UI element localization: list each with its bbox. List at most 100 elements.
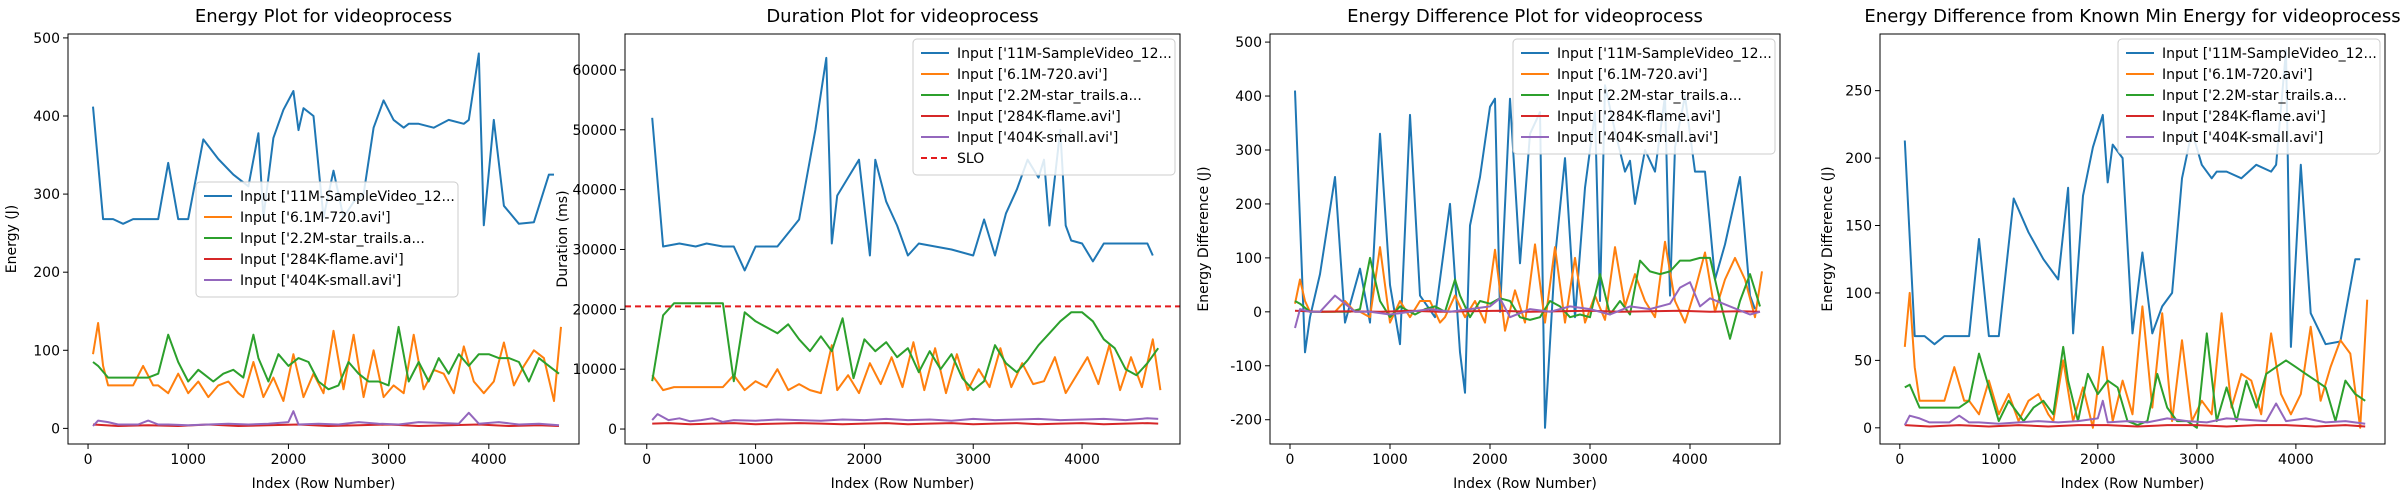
- y-tick-label: 0: [1863, 421, 1872, 437]
- legend-label: Input ['2.2M-star_trails.a...: [957, 88, 1142, 104]
- legend-label: Input ['2.2M-star_trails.a...: [240, 231, 425, 247]
- chart-title: Duration Plot for videoprocess: [766, 6, 1038, 27]
- x-tick-label: 2000: [2080, 452, 2116, 468]
- legend-label: Input ['404K-small.avi']: [240, 273, 401, 289]
- series-line-1: [651, 56, 1154, 272]
- x-tick-label: 2000: [1472, 452, 1508, 468]
- y-tick-label: 100: [1845, 286, 1872, 302]
- legend-label: Input ['11M-SampleVideo_12...: [1557, 46, 1772, 62]
- chart-energy-difference-from-min-plot: Energy Difference from Known Min Energy …: [1820, 6, 2400, 492]
- x-tick-label: 2000: [271, 452, 307, 468]
- y-tick-label: 200: [1845, 151, 1872, 167]
- y-tick-label: 50000: [572, 123, 617, 139]
- legend-box: [1512, 38, 1776, 155]
- axes-frame: [1879, 33, 2386, 445]
- y-tick-label: 40000: [572, 183, 617, 199]
- legend-label: Input ['6.1M-720.avi']: [957, 67, 1108, 83]
- series-line-3: [1294, 256, 1761, 340]
- series-line-2: [651, 338, 1162, 395]
- series-line-3: [651, 302, 1160, 392]
- series-group: [1903, 49, 2369, 429]
- y-tick-label: 150: [1845, 219, 1872, 235]
- legend-label: Input ['6.1M-720.avi']: [2162, 67, 2313, 83]
- y-tick-label: 400: [33, 109, 60, 125]
- chart-title: Energy Difference Plot for videoprocess: [1347, 6, 1703, 27]
- x-tick-label: 1000: [1372, 452, 1408, 468]
- x-tick-label: 0: [1286, 452, 1295, 468]
- x-tick-label: 3000: [955, 452, 991, 468]
- legend: Input ['11M-SampleVideo_12... Input ['6.1…: [912, 38, 1176, 176]
- y-tick-label: 50: [1854, 353, 1872, 369]
- y-tick-label: 20000: [572, 302, 617, 318]
- legend-label: Input ['11M-SampleVideo_12...: [2162, 46, 2377, 62]
- y-tick-label: 0: [51, 421, 60, 437]
- legend-label: Input ['11M-SampleVideo_12...: [240, 189, 455, 205]
- legend-label: Input ['284K-flame.avi']: [1557, 109, 1721, 125]
- series-group: [651, 56, 1162, 426]
- y-tick-label: 60000: [572, 63, 617, 79]
- y-tick-label: 10000: [572, 362, 617, 378]
- legend-label: Input ['284K-flame.avi']: [240, 252, 404, 268]
- y-tick-label: 500: [33, 31, 60, 47]
- series-line-5: [651, 413, 1159, 423]
- legend-label: Input ['6.1M-720.avi']: [240, 210, 391, 226]
- legend: Input ['11M-SampleVideo_12... Input ['6.1…: [2117, 38, 2381, 155]
- x-tick-label: 2000: [847, 452, 883, 468]
- x-tick-label: 0: [642, 452, 651, 468]
- x-tick-label: 3000: [1572, 452, 1608, 468]
- legend-box: [912, 38, 1176, 176]
- y-axis-label: Energy Difference (J): [1820, 166, 1836, 311]
- legend-label: Input ['2.2M-star_trails.a...: [1557, 88, 1742, 104]
- y-tick-label: 100: [1235, 251, 1262, 267]
- series-line-3: [92, 325, 560, 391]
- series-line-5: [1294, 281, 1761, 329]
- y-axis-label: Energy Difference (J): [1196, 166, 1212, 311]
- legend-label: Input ['404K-small.avi']: [2162, 130, 2323, 146]
- y-axis-label: Energy (J): [4, 205, 20, 274]
- x-tick-label: 4000: [1672, 452, 1708, 468]
- x-axis-label: Index (Row Number): [831, 476, 975, 492]
- x-tick-label: 4000: [1064, 452, 1100, 468]
- legend-label: Input ['404K-small.avi']: [1557, 130, 1718, 146]
- y-tick-label: 500: [1235, 35, 1262, 51]
- series-line-4: [92, 423, 560, 427]
- y-tick-label: 100: [33, 343, 60, 359]
- legend-label: SLO: [957, 151, 984, 167]
- legend-box: [2117, 38, 2381, 155]
- legend-label: Input ['284K-flame.avi']: [2162, 109, 2326, 125]
- x-axis-label: Index (Row Number): [2061, 476, 2205, 492]
- legend: Input ['11M-SampleVideo_12... Input ['6.1…: [195, 181, 459, 298]
- series-line-2: [92, 322, 562, 402]
- y-axis-label: Duration (ms): [555, 190, 571, 287]
- y-tick-label: 0: [1253, 305, 1262, 321]
- y-tick-label: 30000: [572, 242, 617, 258]
- x-tick-label: 4000: [2278, 452, 2314, 468]
- x-tick-label: 3000: [371, 452, 407, 468]
- x-tick-label: 0: [84, 452, 93, 468]
- legend-label: Input ['2.2M-star_trails.a...: [2162, 88, 2347, 104]
- y-tick-label: 300: [33, 187, 60, 203]
- legend-label: Input ['11M-SampleVideo_12...: [957, 46, 1172, 62]
- y-tick-label: -100: [1230, 359, 1262, 375]
- y-tick-label: 400: [1235, 89, 1262, 105]
- series-line-5: [92, 410, 560, 427]
- x-tick-label: 0: [1895, 452, 1904, 468]
- series-line-4: [652, 422, 1159, 426]
- x-tick-label: 1000: [738, 452, 774, 468]
- series-line-5: [1903, 399, 2366, 426]
- axes-frame: [1269, 33, 1781, 445]
- y-tick-label: 300: [1235, 143, 1262, 159]
- series-line-4: [1904, 424, 2366, 428]
- y-tick-label: 200: [1235, 197, 1262, 213]
- legend-label: Input ['404K-small.avi']: [957, 130, 1118, 146]
- chart-title: Energy Plot for videoprocess: [195, 6, 452, 27]
- y-tick-label: 0: [608, 422, 617, 438]
- x-axis-label: Index (Row Number): [1453, 476, 1597, 492]
- x-axis-label: Index (Row Number): [252, 476, 396, 492]
- legend-label: Input ['6.1M-720.avi']: [1557, 67, 1708, 83]
- x-tick-label: 3000: [2179, 452, 2215, 468]
- x-tick-label: 4000: [471, 452, 507, 468]
